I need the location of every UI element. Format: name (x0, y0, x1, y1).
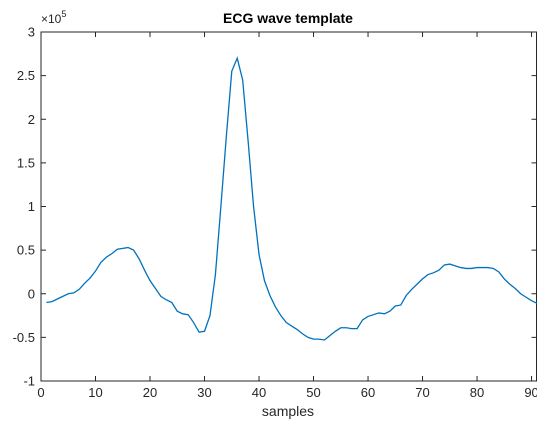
x-tick-label: 40 (252, 385, 266, 400)
y-tick-label: -1 (23, 374, 35, 389)
y-tick-label: 2.5 (17, 68, 35, 83)
x-tick-label: 10 (88, 385, 102, 400)
y-exponent-label: ×105 (41, 9, 66, 26)
x-tick-label: 20 (143, 385, 157, 400)
x-tick-label: 30 (197, 385, 211, 400)
x-tick-label: 70 (415, 385, 429, 400)
y-tick-label: 0 (28, 286, 35, 301)
y-exponent-base: ×10 (41, 12, 62, 26)
y-tick-label: 2 (28, 112, 35, 127)
y-tick-label: 1 (28, 199, 35, 214)
x-axis-label: samples (262, 403, 314, 419)
y-axis: -1 -0.5 0 0.5 1 1.5 2 2.5 3 (13, 25, 537, 389)
plot-area: 0 10 20 30 40 50 60 70 80 90 -1 -0.5 0 0.5 1 1.5 2 2.5 3 (13, 25, 537, 400)
y-exponent-power: 5 (61, 9, 66, 19)
x-tick-label: 0 (37, 385, 44, 400)
y-tick-label: 3 (28, 25, 35, 40)
x-tick-label: 80 (470, 385, 484, 400)
x-axis: 0 10 20 30 40 50 60 70 80 90 (37, 32, 537, 400)
y-tick-label: 0.5 (17, 243, 35, 258)
series-line (46, 56, 537, 341)
y-tick-label: -0.5 (13, 330, 35, 345)
x-tick-label: 90 (524, 385, 537, 400)
x-tick-label: 50 (306, 385, 320, 400)
y-tick-label: 1.5 (17, 155, 35, 170)
x-tick-label: 60 (361, 385, 375, 400)
chart-title: ECG wave template (223, 10, 353, 26)
